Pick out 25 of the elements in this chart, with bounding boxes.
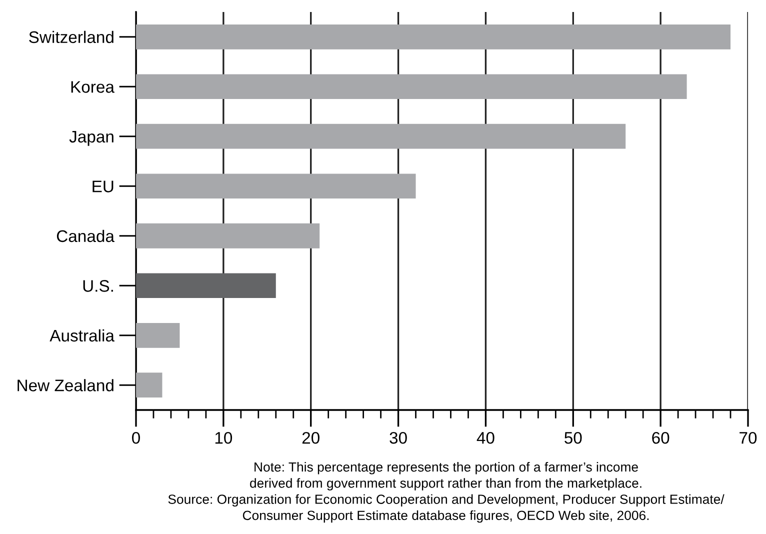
y-tick-label: EU: [92, 180, 114, 192]
bar: [136, 124, 626, 149]
y-tick-label: Japan: [69, 130, 114, 146]
y-tick-label: Switzerland: [29, 30, 114, 44]
x-tick-label: 70: [740, 432, 757, 444]
x-tick-label: 20: [302, 432, 320, 444]
bar: [136, 24, 731, 50]
y-tick-label: Canada: [56, 230, 114, 242]
x-tick-label: 0: [132, 432, 140, 444]
x-tick-label: 30: [390, 432, 407, 444]
text: Note: This percentage represents the portion of a farmer’s income derived from government support rather than from the marketplace. Source: Organization for Economic Cooperation and Development, Producer Support Estimate/ Consumer Support Estimate database figures, OECD Web site, 2006.: [168, 462, 724, 523]
x-tick-label: 50: [564, 432, 582, 444]
bar: [136, 322, 180, 348]
bar: [136, 273, 276, 298]
bar: [136, 74, 687, 100]
x-tick-label: 40: [476, 432, 494, 444]
y-tick-label: Korea: [71, 81, 114, 93]
bar: [136, 223, 320, 248]
y-tick-label: New Zealand: [18, 379, 114, 392]
x-tick-label: 60: [652, 432, 670, 444]
y-tick-label: Australia: [50, 329, 114, 342]
bar: [136, 372, 162, 398]
y-tick-label: U.S.: [83, 280, 113, 292]
x-tick-label: 10: [215, 432, 232, 444]
bar: [136, 174, 416, 199]
